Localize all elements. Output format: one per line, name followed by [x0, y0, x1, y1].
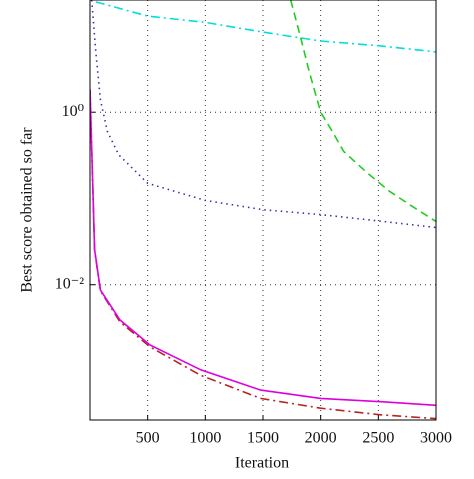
x-tick-label: 500 [136, 430, 160, 447]
line-series [289, 0, 436, 223]
x-tick-label: 1000 [189, 430, 221, 447]
y-tick-label: 10⁻² [55, 275, 84, 292]
x-tick-label: 2500 [362, 430, 394, 447]
y-axis-label: Best score obtained so far [19, 127, 36, 293]
line-series [90, 0, 436, 229]
y-tick-label: 10⁰ [62, 103, 84, 120]
line-series [90, 89, 436, 407]
x-tick-label: 1500 [247, 430, 279, 447]
plot-frame [89, 0, 437, 421]
x-tick-label: 2000 [305, 430, 337, 447]
x-axis-label: Iteration [235, 455, 289, 472]
x-tick-label: 3000 [420, 430, 452, 447]
line-series [95, 1, 436, 53]
line-series [90, 90, 436, 420]
